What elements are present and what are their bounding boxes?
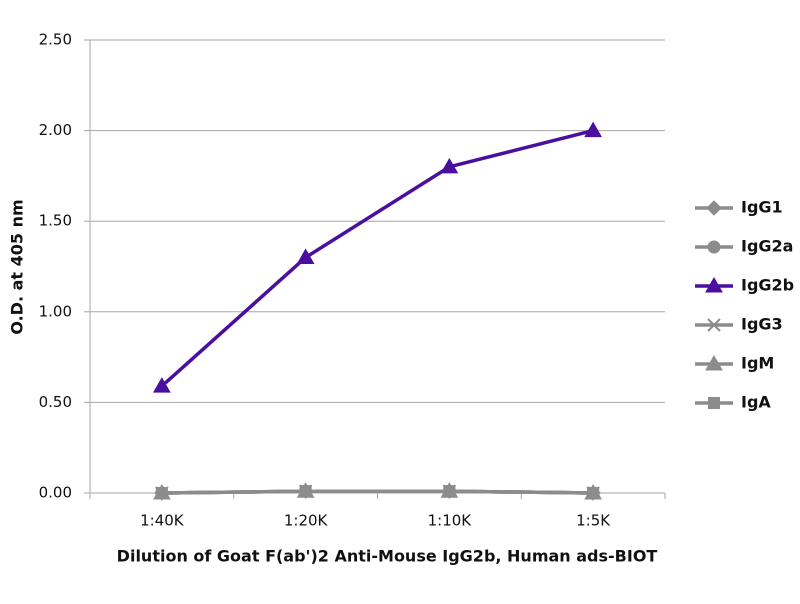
x-tick-label: 1:20K: [284, 512, 329, 530]
legend-marker: [708, 397, 720, 409]
y-tick-label: 0.50: [39, 393, 72, 411]
marker: [584, 121, 602, 138]
legend-label: IgG3: [741, 315, 783, 334]
legend-label: IgM: [741, 354, 774, 373]
x-tick-label: 1:40K: [140, 512, 185, 530]
legend-marker: [705, 354, 723, 371]
legend-marker: [706, 200, 722, 216]
marker: [299, 485, 312, 498]
y-tick-label: 1.50: [39, 212, 72, 230]
legend-marker: [707, 318, 721, 332]
y-tick-label: 2.00: [39, 121, 72, 139]
legend-label: IgA: [741, 393, 771, 412]
legend-marker: [707, 240, 721, 254]
y-tick-label: 2.50: [39, 31, 72, 49]
legend-label: IgG2b: [741, 276, 794, 295]
marker: [155, 487, 168, 499]
y-axis-title: O.D. at 405 nm: [8, 199, 27, 334]
marker: [153, 377, 171, 393]
legend-label: IgG2a: [741, 237, 793, 256]
line: [160, 128, 594, 388]
x-axis-title: Dilution of Goat F(ab')2 Anti-Mouse IgG2…: [117, 547, 658, 566]
marker: [296, 248, 315, 264]
marker: [443, 485, 456, 498]
marker: [587, 487, 600, 499]
y-tick-label: 1.00: [39, 302, 72, 320]
x-tick-label: 1:5K: [576, 512, 611, 530]
legend-label: IgG1: [741, 198, 783, 217]
y-tick-label: 0.00: [39, 484, 72, 502]
x-tick-label: 1:10K: [428, 512, 473, 530]
legend-marker: [705, 276, 723, 293]
marker: [440, 157, 459, 174]
line: [161, 489, 594, 495]
